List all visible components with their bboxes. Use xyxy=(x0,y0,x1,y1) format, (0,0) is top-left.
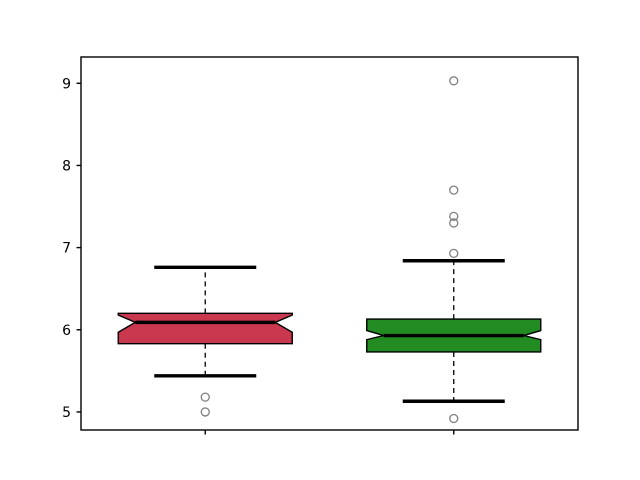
y-axis-tick-label: 6 xyxy=(62,323,71,339)
outlier-point xyxy=(449,413,459,424)
outlier-point xyxy=(449,218,459,228)
axes-frame xyxy=(80,56,579,431)
box-body xyxy=(117,312,293,345)
y-axis-tick-label: 5 xyxy=(62,405,71,421)
box-1 xyxy=(117,265,293,417)
outlier-point xyxy=(449,76,459,86)
y-axis-tick-label: 7 xyxy=(62,241,71,257)
y-axis-tick-label: 9 xyxy=(62,76,71,92)
box-2 xyxy=(366,76,542,424)
y-axis-tick-label: 8 xyxy=(62,158,71,174)
outlier-point xyxy=(449,211,459,222)
outlier-point xyxy=(200,407,210,417)
outlier-point xyxy=(449,248,459,259)
outlier-point xyxy=(200,392,210,402)
outlier-point xyxy=(449,185,459,195)
